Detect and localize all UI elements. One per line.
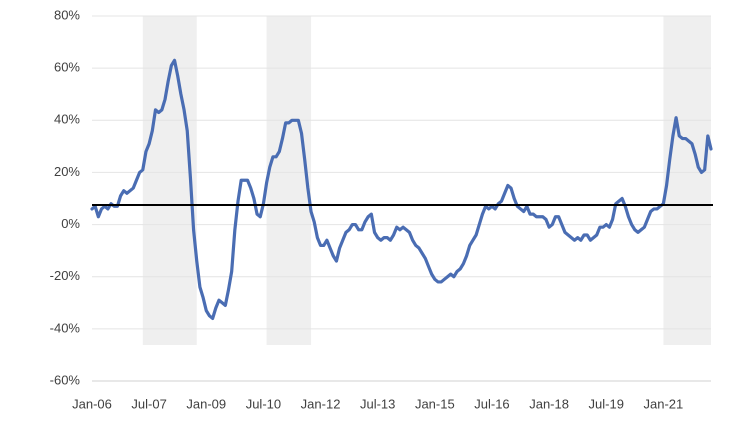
y-tick-label: 20% [54, 164, 80, 179]
y-tick-label: -20% [50, 268, 81, 283]
y-tick-label: 0% [61, 216, 80, 231]
x-tick-label: Jan-18 [529, 396, 569, 411]
shaded-period [266, 16, 312, 345]
x-tick-label: Jul-16 [474, 396, 509, 411]
y-tick-label: -60% [50, 372, 81, 387]
x-tick-label: Jul-19 [589, 396, 624, 411]
shaded-period [663, 16, 711, 345]
x-tick-label: Jul-13 [360, 396, 395, 411]
y-tick-label: 40% [54, 112, 80, 127]
x-tick-label: Jan-21 [644, 396, 684, 411]
y-tick-label: 80% [54, 7, 80, 22]
data-line [90, 58, 713, 321]
x-tick-label: Jul-10 [246, 396, 281, 411]
x-tick-label: Jul-07 [131, 396, 166, 411]
x-tick-label: Jan-06 [72, 396, 112, 411]
x-tick-label: Jan-15 [415, 396, 455, 411]
x-tick-label: Jan-12 [301, 396, 341, 411]
y-tick-label: -40% [50, 320, 81, 335]
y-tick-label: 60% [54, 60, 80, 75]
x-tick-label: Jan-09 [186, 396, 226, 411]
